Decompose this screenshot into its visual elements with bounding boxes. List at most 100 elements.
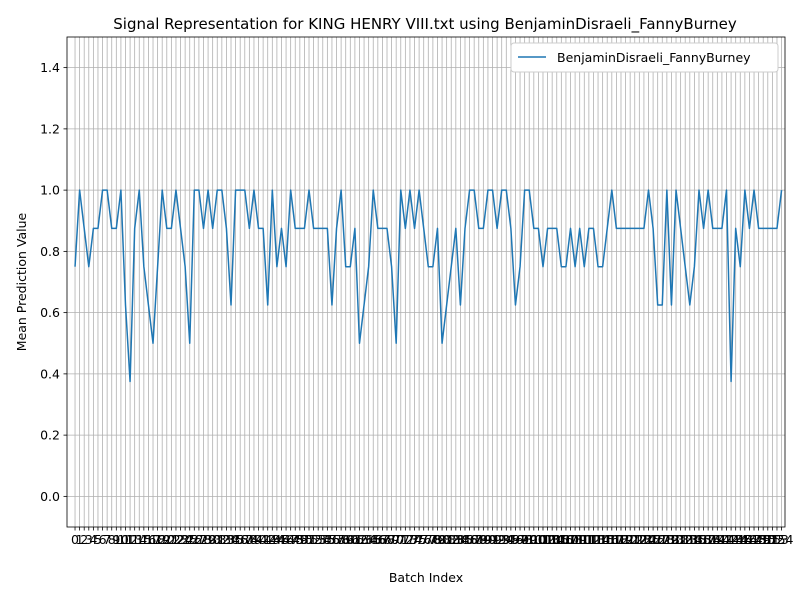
x-tick-label: 147 xyxy=(738,532,762,547)
x-tick-label: 98 xyxy=(517,532,533,547)
y-tick-label: 0.0 xyxy=(40,489,60,504)
x-tick-label: 61 xyxy=(347,532,363,547)
x-tick-label: 38 xyxy=(241,532,257,547)
x-tick-label: 139 xyxy=(701,532,725,547)
x-tick-label: 32 xyxy=(214,532,230,547)
x-tick-label: 76 xyxy=(416,532,432,547)
y-tick-label: 1.4 xyxy=(40,60,60,75)
x-tick-label: 96 xyxy=(508,532,524,547)
y-tick-label: 1.0 xyxy=(40,183,60,198)
x-tick-label: 44 xyxy=(269,532,285,547)
x-tick-label: 12 xyxy=(122,532,138,547)
x-tick-label: 94 xyxy=(498,532,514,547)
x-tick-label: 40 xyxy=(251,532,267,547)
x-tick-label: 65 xyxy=(365,532,381,547)
x-tick-label: 110 xyxy=(568,532,592,547)
x-tick-label: 126 xyxy=(641,532,665,547)
x-tick-label: 137 xyxy=(692,532,716,547)
x-tick-label: 82 xyxy=(443,532,459,547)
x-tick-label: 99 xyxy=(521,532,537,547)
x-tick-label: 50 xyxy=(296,532,312,547)
x-tick-label: 108 xyxy=(559,532,583,547)
x-tick-label: 17 xyxy=(145,532,161,547)
x-tick-label: 133 xyxy=(673,532,697,547)
x-tick-label: 60 xyxy=(342,532,358,547)
x-tick-label: 111 xyxy=(572,532,596,547)
x-tick-label: 84 xyxy=(452,532,468,547)
y-tick-label: 0.2 xyxy=(40,428,60,443)
x-tick-label: 88 xyxy=(471,532,487,547)
plot-frame xyxy=(66,36,786,528)
x-tick-label: 81 xyxy=(439,532,455,547)
y-tick-label: 0.4 xyxy=(40,366,60,381)
legend-box xyxy=(510,42,779,73)
x-tick-label: 67 xyxy=(374,532,390,547)
x-tick-label: 66 xyxy=(370,532,386,547)
legend: BenjaminDisraeli_FannyBurney xyxy=(510,42,779,73)
x-tick-label: 118 xyxy=(604,532,628,547)
x-tick-label: 127 xyxy=(646,532,670,547)
x-tick-label: 69 xyxy=(384,532,400,547)
x-axis-label: Batch Index xyxy=(389,570,463,585)
x-tick-label: 109 xyxy=(563,532,587,547)
x-tick-label: 62 xyxy=(352,532,368,547)
x-tick-label: 8 xyxy=(108,532,116,547)
x-tick-label: 122 xyxy=(623,532,647,547)
x-tick-label: 107 xyxy=(554,532,578,547)
x-tick-label: 121 xyxy=(618,532,642,547)
x-tick-label: 115 xyxy=(591,532,615,547)
x-tick-label: 30 xyxy=(205,532,221,547)
x-tick-label: 131 xyxy=(664,532,688,547)
x-tick-label: 26 xyxy=(186,532,202,547)
x-tick-label: 136 xyxy=(687,532,711,547)
x-tick-label: 48 xyxy=(287,532,303,547)
x-tick-label: 87 xyxy=(466,532,482,547)
y-axis-ticks: 0.0 0.2 0.4 0.6 0.8 1.0 1.2 1.4 xyxy=(40,60,67,504)
x-grid xyxy=(74,37,782,527)
x-tick-label: 58 xyxy=(333,532,349,547)
x-tick-label: 0 xyxy=(71,532,79,547)
y-tick-label: 0.6 xyxy=(40,305,60,320)
x-tick-label: 33 xyxy=(218,532,234,547)
x-tick-label: 34 xyxy=(223,532,239,547)
x-tick-label: 11 xyxy=(118,532,134,547)
x-tick-label: 5 xyxy=(94,532,102,547)
x-tick-label: 63 xyxy=(356,532,372,547)
x-tick-label: 70 xyxy=(388,532,404,547)
x-tick-label: 29 xyxy=(200,532,216,547)
x-tick-label: 104 xyxy=(540,532,564,547)
x-tick-label: 92 xyxy=(489,532,505,547)
x-tick-label: 68 xyxy=(379,532,395,547)
x-tick-label: 79 xyxy=(430,532,446,547)
x-tick-label: 148 xyxy=(742,532,766,547)
x-tick-label: 114 xyxy=(586,532,610,547)
x-tick-label: 116 xyxy=(595,532,619,547)
x-tick-label: 95 xyxy=(503,532,519,547)
x-tick-label: 141 xyxy=(710,532,734,547)
x-tick-label: 143 xyxy=(719,532,743,547)
x-tick-label: 24 xyxy=(177,532,193,547)
x-tick-label: 28 xyxy=(196,532,212,547)
x-tick-label: 52 xyxy=(306,532,322,547)
x-tick-label: 154 xyxy=(770,532,794,547)
x-tick-label: 138 xyxy=(696,532,720,547)
x-tick-label: 54 xyxy=(315,532,331,547)
legend-label: BenjaminDisraeli_FannyBurney xyxy=(557,50,751,65)
x-tick-label: 130 xyxy=(660,532,684,547)
x-tick-label: 57 xyxy=(329,532,345,547)
x-tick-label: 51 xyxy=(301,532,317,547)
y-grid xyxy=(67,67,785,497)
x-tick-label: 39 xyxy=(246,532,262,547)
x-tick-label: 146 xyxy=(733,532,757,547)
x-tick-label: 149 xyxy=(747,532,771,547)
x-tick-label: 2 xyxy=(80,532,88,547)
x-tick-label: 36 xyxy=(232,532,248,547)
x-tick-label: 7 xyxy=(103,532,111,547)
x-tick-label: 27 xyxy=(191,532,207,547)
x-tick-label: 21 xyxy=(163,532,179,547)
x-tick-label: 31 xyxy=(209,532,225,547)
x-tick-label: 18 xyxy=(150,532,166,547)
x-tick-label: 10 xyxy=(113,532,129,547)
x-tick-label: 93 xyxy=(494,532,510,547)
